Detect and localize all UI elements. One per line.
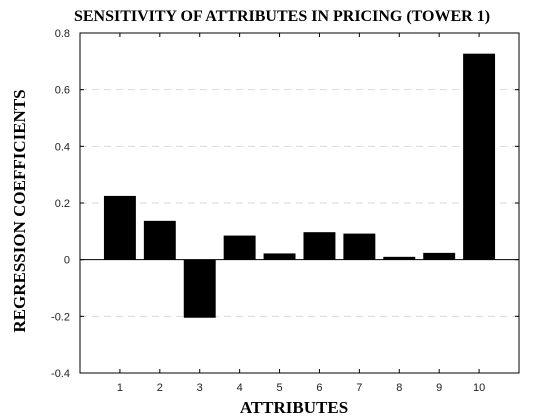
gridlines bbox=[80, 89, 519, 317]
x-tick-label: 7 bbox=[356, 382, 362, 394]
bar-6 bbox=[303, 232, 336, 260]
x-tick-label: 5 bbox=[276, 382, 282, 394]
bar-10 bbox=[463, 53, 496, 260]
bars bbox=[103, 53, 496, 318]
y-tick-label: 0.8 bbox=[55, 28, 70, 40]
bar-1 bbox=[103, 195, 136, 260]
y-axis-label: REGRESSION COEFFICIENTS bbox=[10, 89, 29, 332]
plot-frame bbox=[79, 32, 520, 374]
y-tick-label: 0.2 bbox=[55, 198, 70, 210]
y-tick-label: -0.2 bbox=[51, 311, 70, 323]
axes bbox=[79, 32, 520, 374]
bar-7 bbox=[343, 233, 376, 260]
bar-4 bbox=[223, 235, 256, 260]
x-tick-label: 9 bbox=[436, 382, 442, 394]
x-tick-label: 3 bbox=[197, 382, 203, 394]
y-tick-label: 0 bbox=[64, 255, 70, 267]
x-tick-label: 10 bbox=[473, 382, 485, 394]
x-tick-label: 6 bbox=[316, 382, 322, 394]
x-axis-label: ATTRIBUTES bbox=[240, 398, 348, 417]
y-tick-label: 0.6 bbox=[55, 85, 70, 97]
bar-3 bbox=[183, 259, 216, 318]
y-tick-label: 0.4 bbox=[55, 141, 70, 153]
chart-title: SENSITIVITY OF ATTRIBUTES IN PRICING (TO… bbox=[74, 8, 490, 25]
y-tick-labels: -0.4 -0.2 0 0.2 0.4 0.6 0.8 bbox=[51, 28, 70, 380]
x-tick-labels: 1 2 3 4 5 6 7 8 9 10 bbox=[117, 382, 485, 394]
x-tick-label: 1 bbox=[117, 382, 123, 394]
bar-2 bbox=[143, 220, 176, 260]
y-tick-label: -0.4 bbox=[51, 368, 70, 380]
bar-8 bbox=[383, 256, 416, 260]
x-tick-label: 2 bbox=[157, 382, 163, 394]
x-tick-label: 8 bbox=[396, 382, 402, 394]
bar-5 bbox=[263, 253, 296, 260]
bar-9 bbox=[423, 252, 456, 260]
x-tick-label: 4 bbox=[237, 382, 243, 394]
